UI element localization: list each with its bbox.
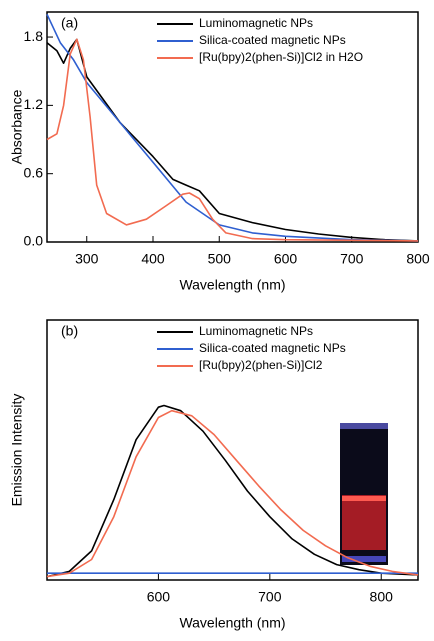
data-line (46, 409, 419, 578)
x-tick-label: 500 (208, 251, 232, 267)
legend-label: [Ru(bpy)2(phen-Si)]Cl2 (199, 358, 323, 372)
x-tick-label: 600 (147, 589, 171, 605)
x-tick-label: 400 (141, 251, 165, 267)
x-axis-label: Wavelength (nm) (179, 277, 285, 293)
x-tick-label: 600 (274, 251, 298, 267)
panel-label: (b) (61, 323, 78, 339)
panel-label: (a) (61, 15, 78, 31)
y-tick-label: 0.6 (24, 164, 44, 180)
legend-label: Silica-coated magnetic NPs (199, 341, 346, 355)
y-axis-label: Emission Intensity (9, 394, 25, 507)
legend-label: Luminomagnetic NPs (199, 324, 313, 338)
legend-label: [Ru(bpy)2(phen-Si)]Cl2 in H2O (199, 50, 363, 64)
data-line (46, 38, 419, 242)
x-tick-label: 700 (340, 251, 364, 267)
data-line (46, 13, 419, 242)
x-axis-label: Wavelength (nm) (179, 615, 285, 631)
x-tick-label: 300 (75, 251, 99, 267)
data-line (46, 38, 419, 242)
x-tick-label: 800 (370, 589, 394, 605)
x-tick-label: 800 (406, 251, 430, 267)
y-tick-label: 1.2 (24, 96, 44, 112)
x-tick-label: 700 (258, 589, 282, 605)
plot-frame (46, 11, 419, 243)
inset-photo (340, 423, 388, 565)
plot-frame (46, 319, 419, 581)
legend-label: Silica-coated magnetic NPs (199, 33, 346, 47)
y-tick-label: 1.8 (24, 28, 44, 44)
legend-label: Luminomagnetic NPs (199, 16, 313, 30)
data-line (46, 404, 419, 578)
y-axis-label: Absorbance (9, 89, 25, 164)
y-tick-label: 0.0 (24, 233, 44, 249)
